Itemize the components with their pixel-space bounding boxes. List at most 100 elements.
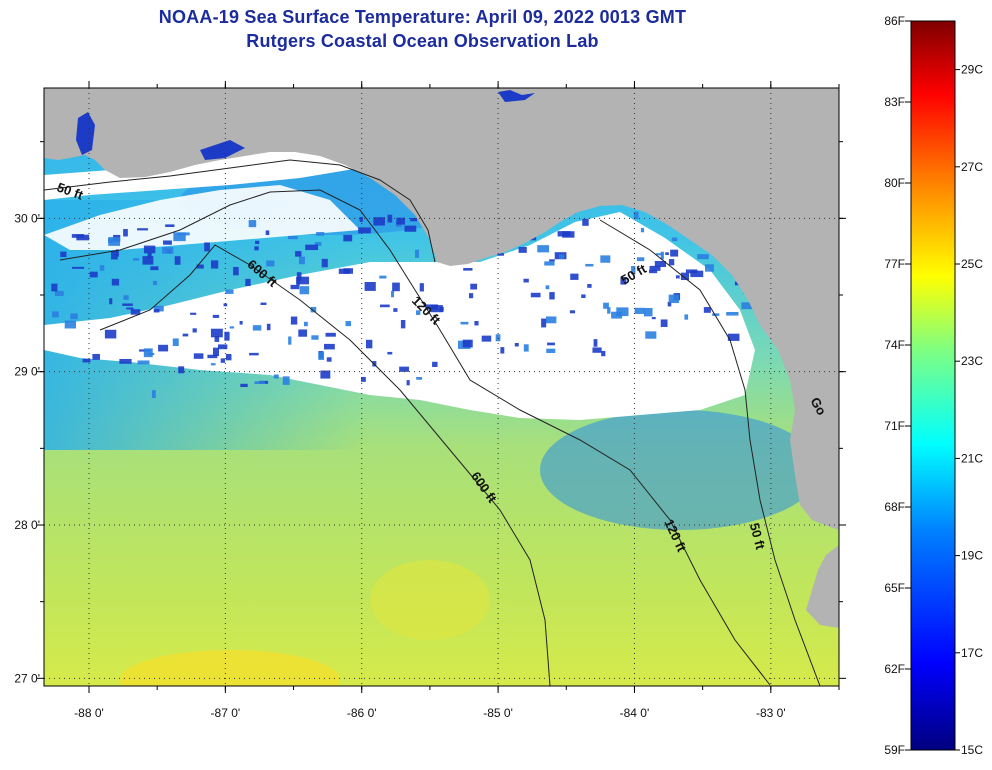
cold-pixel [675, 275, 680, 279]
cold-pixel [147, 352, 155, 356]
warm-water-patch-2 [370, 560, 490, 640]
cold-pixel [410, 217, 417, 222]
cold-pixel [569, 310, 576, 314]
cold-pixel [196, 264, 204, 269]
cold-pixel [223, 303, 228, 307]
cold-pixel [265, 230, 270, 236]
colorbar-c-label: 21C [961, 451, 983, 465]
cold-pixel [266, 260, 275, 267]
cold-pixel [359, 216, 363, 222]
cold-pixel [193, 353, 204, 359]
cold-pixel [654, 260, 667, 268]
cold-pixel [326, 357, 332, 362]
cold-pixel [685, 269, 698, 274]
cold-pixel [314, 242, 322, 246]
cold-pixel [416, 310, 421, 315]
contour-120ft [59, 189, 771, 686]
lat-tick-label: 29 0' [14, 365, 40, 379]
lon-tick-label: -88 0' [74, 706, 104, 720]
bay-inlet [200, 140, 245, 160]
cold-pixel [373, 217, 385, 226]
cold-pixel [290, 316, 298, 325]
cold-pixel [620, 276, 627, 285]
cold-pixel [190, 312, 197, 315]
cold-pixel [697, 254, 709, 260]
cold-pixel [210, 260, 219, 269]
cold-pixel [393, 308, 398, 312]
cold-pixel [290, 284, 300, 290]
cold-pixel [207, 354, 218, 359]
cold-pixel [311, 335, 319, 340]
cold-pixel [416, 376, 423, 380]
cold-pixel [218, 344, 228, 350]
cold-pixel [133, 258, 140, 261]
cold-pixel [391, 290, 395, 298]
cold-pixel [430, 305, 443, 313]
cold-pixel [495, 334, 501, 342]
cold-pixel [254, 381, 266, 384]
colorbar-f-label: 71F [884, 419, 905, 433]
cold-pixel [126, 307, 134, 310]
cold-pixel [665, 252, 669, 256]
cold-pixel [240, 383, 248, 388]
cold-pixel [360, 376, 366, 382]
cold-pixel [545, 285, 550, 290]
cold-pixel [158, 344, 169, 352]
cold-pixel [89, 271, 98, 278]
cold-pixel [432, 361, 438, 367]
cold-pixel [153, 309, 160, 313]
cold-pixel [474, 321, 479, 326]
cold-pixel [741, 302, 754, 310]
cold-pixel [303, 321, 308, 327]
cold-pixel [468, 293, 474, 299]
cold-pixel [109, 298, 113, 305]
cold-pixel [162, 247, 174, 254]
mobile-bay [76, 112, 95, 155]
colorbar-f-label: 62F [884, 662, 905, 676]
lon-tick-label: -83 0' [756, 706, 786, 720]
cold-pixel [137, 228, 148, 231]
cold-pixel [137, 360, 150, 365]
cold-pixel [587, 283, 592, 288]
cold-pixel [712, 313, 720, 316]
cold-pixel [298, 256, 305, 265]
cold-pixel [592, 347, 602, 353]
cold-pixel [684, 314, 689, 320]
cold-pixel [210, 328, 223, 338]
cold-pixel [282, 376, 290, 385]
cold-pixel [92, 353, 100, 360]
cold-pixel [76, 234, 90, 241]
cold-pixel [147, 252, 152, 258]
cold-pixel [54, 290, 64, 297]
cold-pixel [296, 276, 310, 285]
cold-pixel [122, 303, 133, 306]
colorbar-c-label: 29C [961, 63, 983, 77]
cold-pixel [396, 217, 405, 225]
cold-pixel [379, 275, 387, 279]
cold-pixel [310, 306, 317, 313]
cold-pixel [668, 294, 679, 304]
cold-pixel [607, 307, 611, 314]
cold-pixel [601, 350, 606, 357]
cold-pixel [163, 240, 172, 245]
cold-pixel [173, 232, 186, 242]
cold-pixel [172, 338, 179, 347]
cold-pixel [616, 307, 629, 317]
cold-pixel [636, 257, 645, 262]
cold-pixel [252, 325, 262, 331]
map-frame [43, 87, 840, 687]
cold-pixel [690, 270, 704, 278]
cold-pixel [557, 231, 571, 237]
cold-pixel [298, 329, 308, 337]
map-subtitle: Rutgers Coastal Ocean Observation Lab [246, 31, 599, 51]
colorbar-f-label: 68F [884, 500, 905, 514]
cold-pixel [255, 240, 260, 245]
cold-pixel [365, 339, 373, 349]
cold-pixel [320, 370, 331, 379]
colorbar-f-label: 83F [884, 95, 905, 109]
cold-pixel [260, 302, 267, 305]
cold-pixel [379, 304, 390, 308]
cold-pixel [70, 313, 78, 320]
cold-pixel [640, 227, 645, 233]
cold-pixel [151, 390, 156, 399]
